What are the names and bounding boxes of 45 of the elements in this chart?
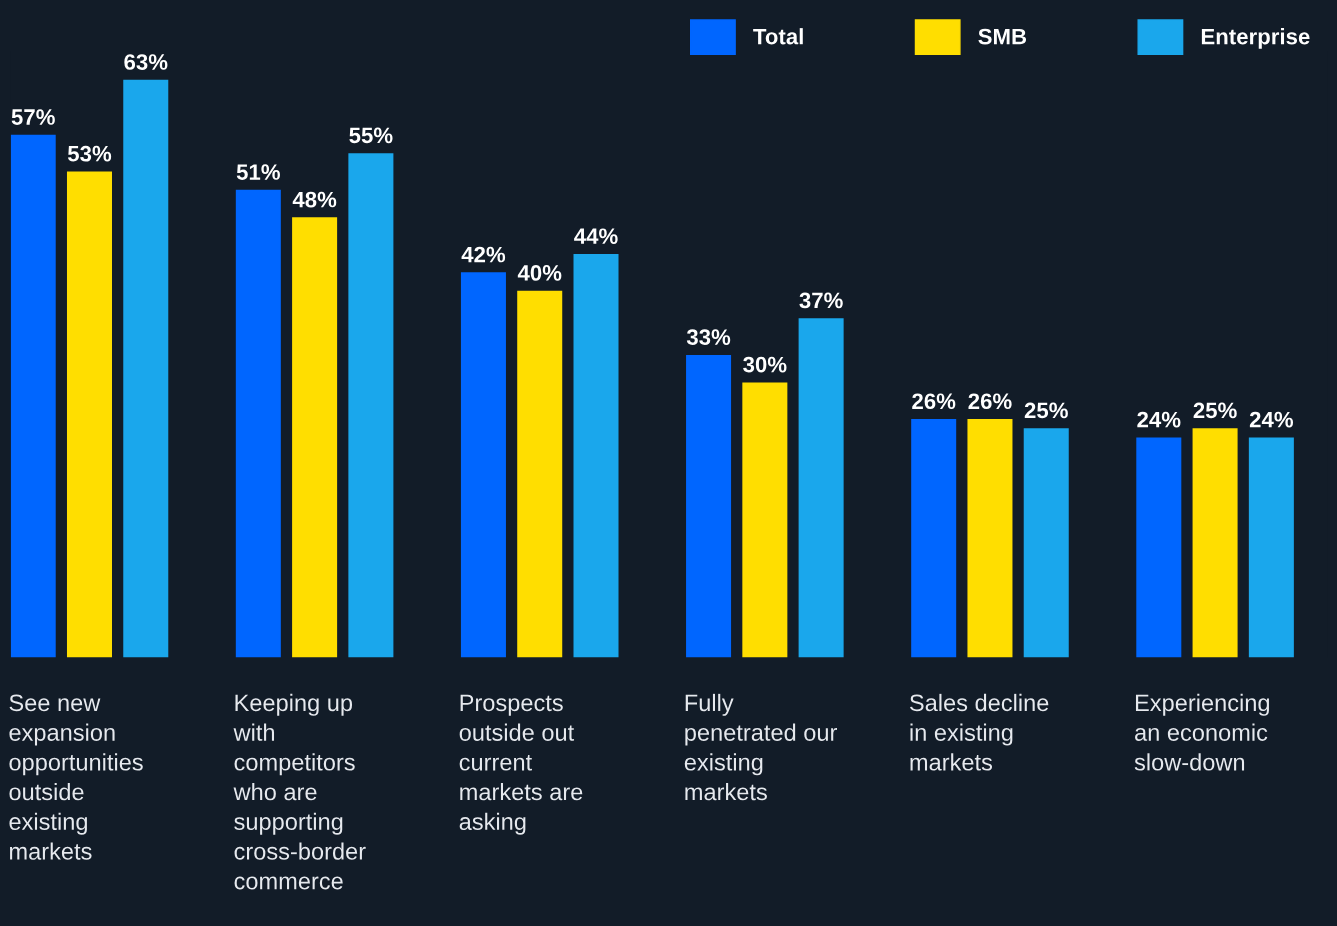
data-label: 48% bbox=[292, 191, 337, 208]
legend-label: Enterprise bbox=[1201, 28, 1310, 49]
data-label: 40% bbox=[517, 265, 562, 281]
x-tick-label: Prospects outside out current markets are asking bbox=[459, 694, 583, 835]
data-label: 24% bbox=[1137, 411, 1181, 428]
data-label: 53% bbox=[67, 145, 112, 162]
bar bbox=[911, 419, 957, 658]
bar bbox=[1136, 437, 1182, 658]
bar bbox=[1023, 428, 1069, 658]
data-label: 26% bbox=[912, 393, 956, 410]
bar bbox=[1192, 428, 1238, 658]
data-label: 55% bbox=[349, 127, 393, 144]
data-label: 30% bbox=[743, 356, 787, 373]
data-label: 63% bbox=[124, 54, 168, 70]
bar bbox=[460, 272, 506, 658]
data-label: 24% bbox=[1249, 411, 1294, 428]
data-label: 37% bbox=[799, 292, 843, 309]
data-label: 57% bbox=[11, 109, 55, 125]
data-label: 25% bbox=[1024, 402, 1068, 419]
bar bbox=[742, 382, 788, 658]
x-tick-label: Sales decline in existing markets bbox=[909, 693, 1049, 771]
bar bbox=[123, 79, 169, 658]
bar bbox=[1248, 437, 1294, 658]
legend-label: Total bbox=[753, 28, 803, 45]
bar bbox=[967, 419, 1013, 658]
data-label: 44% bbox=[574, 228, 618, 245]
data-label: 42% bbox=[461, 246, 506, 263]
bar bbox=[292, 217, 338, 658]
bar bbox=[573, 254, 619, 658]
x-tick-label: See new expansion opportunities outside existing markets bbox=[9, 694, 143, 860]
bar bbox=[348, 153, 394, 658]
data-label: 51% bbox=[236, 164, 280, 180]
bar bbox=[66, 171, 112, 658]
bar bbox=[235, 189, 281, 658]
bar bbox=[798, 318, 844, 658]
x-tick-label: Keeping up with competitors who are supporting cross-border commerce bbox=[233, 693, 366, 890]
legend-label: SMB bbox=[978, 28, 1027, 45]
bar bbox=[686, 354, 732, 658]
data-label: 33% bbox=[686, 329, 731, 345]
data-label: 26% bbox=[968, 393, 1012, 410]
x-tick-label: Experiencing an economic slow-down bbox=[1134, 693, 1270, 771]
bar bbox=[10, 134, 56, 658]
bar bbox=[517, 290, 563, 658]
x-tick-label: Fully penetrated our existing markets bbox=[684, 693, 837, 801]
data-label: 25% bbox=[1193, 402, 1237, 419]
